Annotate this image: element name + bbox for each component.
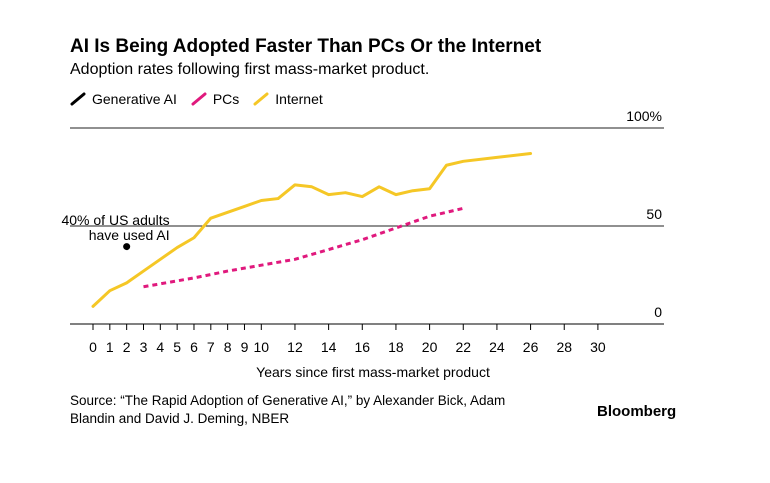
x-tick-label-7: 7 xyxy=(207,339,215,355)
x-tick-label-4: 4 xyxy=(156,339,164,355)
legend-swatch-generative-ai xyxy=(70,92,86,106)
x-tick-label-15: 20 xyxy=(422,339,438,355)
x-tick-label-18: 26 xyxy=(523,339,539,355)
chart-subtitle: Adoption rates following first mass-mark… xyxy=(70,61,430,78)
series-line-internet xyxy=(91,151,533,308)
x-tick-label-13: 16 xyxy=(354,339,370,355)
x-tick-label-12: 14 xyxy=(321,339,337,355)
x-axis-label: Years since first mass-market product xyxy=(256,364,490,380)
bloomberg-logo: Bloomberg xyxy=(597,403,677,420)
x-tick-label-20: 30 xyxy=(590,339,606,355)
legend-label-pcs: PCs xyxy=(212,91,240,107)
x-tick-label-17: 24 xyxy=(489,339,505,355)
x-tick-label-11: 12 xyxy=(287,339,303,355)
x-tick-label-6: 6 xyxy=(190,339,198,355)
legend-item-internet: Internet xyxy=(253,91,323,107)
x-tick-label-16: 22 xyxy=(455,339,471,355)
x-tick-label-8: 8 xyxy=(224,339,232,355)
chart-title: AI Is Being Adopted Faster Than PCs Or t… xyxy=(70,36,542,57)
y-tick-label-0: 0 xyxy=(654,304,662,320)
x-tick-label-5: 5 xyxy=(173,339,181,355)
x-tick-label-3: 3 xyxy=(140,339,148,355)
x-tick-label-10: 10 xyxy=(254,339,270,355)
annotation-0-line-0: 40% of US adults xyxy=(61,212,169,228)
x-tick-label-19: 28 xyxy=(556,339,572,355)
source-note: Source: “The Rapid Adoption of Generativ… xyxy=(70,393,506,426)
legend-swatch-internet xyxy=(253,92,269,106)
annotation-0-line-1: have used AI xyxy=(89,227,170,243)
y-tick-label-2: 100% xyxy=(626,108,662,124)
x-tick-label-9: 9 xyxy=(241,339,249,355)
x-tick-label-14: 18 xyxy=(388,339,404,355)
series-line-pcs xyxy=(143,206,464,289)
x-tick-label-1: 1 xyxy=(106,339,114,355)
legend-label-generative-ai: Generative AI xyxy=(92,91,177,107)
x-tick-label-2: 2 xyxy=(123,339,131,355)
legend-item-pcs: PCs xyxy=(191,91,239,107)
legend-item-generative-ai: Generative AI xyxy=(70,91,177,107)
y-tick-label-1: 50 xyxy=(646,206,662,222)
chart-legend: Generative AI PCs Internet xyxy=(70,91,337,107)
legend-label-internet: Internet xyxy=(275,91,323,107)
data-point-generative-ai-0 xyxy=(123,243,131,251)
legend-swatch-pcs xyxy=(191,92,207,106)
x-tick-label-0: 0 xyxy=(89,339,97,355)
